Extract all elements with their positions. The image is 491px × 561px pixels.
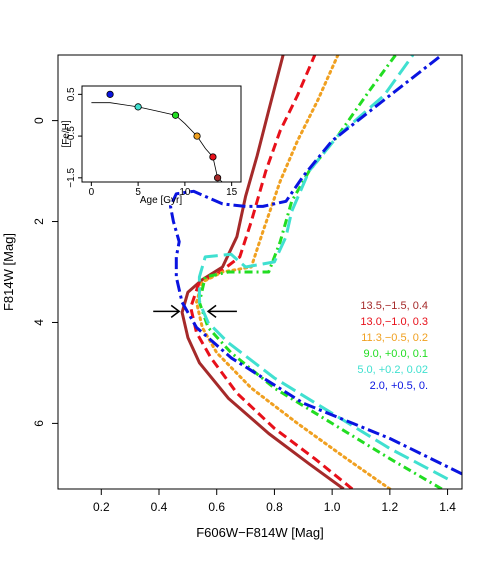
x-axis: 0.2 0.4 0.6 0.8 1.0 1.2 1.4 bbox=[93, 489, 456, 514]
x-tick-label: 1.4 bbox=[439, 500, 456, 514]
inset-y-tick-label: −1.5 bbox=[66, 168, 77, 188]
inset-y-axis-title: [Fe/H] bbox=[61, 120, 72, 147]
inset-point-3 bbox=[171, 111, 180, 119]
x-tick-label: 1.2 bbox=[382, 500, 399, 514]
legend-entry: 13.5,−1.5, 0.4 bbox=[360, 300, 428, 312]
main-plot-area: 0.2 0.4 0.6 0.8 1.0 1.2 1.4 0 2 4 6 F606W−F814W [… bbox=[1, 54, 463, 540]
series-line-1 bbox=[180, 55, 345, 489]
x-tick-label: 0.6 bbox=[208, 500, 225, 514]
y-tick-label: 6 bbox=[32, 420, 46, 427]
series-layer bbox=[169, 55, 462, 489]
series-line-6 bbox=[169, 55, 462, 476]
y-axis: 0 2 4 6 bbox=[32, 117, 58, 427]
inset-y-axis: 0.5 −0.5 −1.5 bbox=[66, 87, 82, 188]
inset-y-tick-label: −0.5 bbox=[66, 126, 77, 146]
x-tick-label: 1.0 bbox=[324, 500, 341, 514]
inset-frame bbox=[81, 85, 242, 183]
legend-entry: 2.0, +0.5, 0. bbox=[370, 380, 428, 392]
inset-x-tick-label: 10 bbox=[179, 187, 191, 198]
inset-series-layer bbox=[91, 90, 223, 182]
inset-x-tick-label: 15 bbox=[226, 187, 238, 198]
arrow-annotation-right bbox=[153, 304, 181, 318]
inset-curve bbox=[91, 102, 223, 182]
x-tick-label: 0.8 bbox=[266, 500, 283, 514]
inset-point-6 bbox=[214, 174, 222, 182]
legend: 13.5,−1.5, 0.4 13.0,−1.0, 0.3 11.3,−0.5, 0… bbox=[357, 300, 428, 392]
inset-point-5 bbox=[209, 153, 217, 161]
legend-entry: 13.0,−1.0, 0.3 bbox=[360, 316, 428, 328]
inset-point-1 bbox=[106, 90, 114, 98]
arrow-annotation-left bbox=[206, 304, 237, 318]
inset-x-tick-label: 5 bbox=[135, 187, 141, 198]
x-axis-title: F606W−F814W [Mag] bbox=[196, 525, 324, 540]
y-tick-label: 4 bbox=[32, 319, 46, 326]
main-plot-frame bbox=[57, 54, 463, 490]
inset-point-2 bbox=[134, 103, 142, 111]
inset-point-4 bbox=[193, 132, 201, 140]
inset-x-axis: 0 5 10 15 bbox=[89, 182, 238, 198]
inset-y-tick-label: 0.5 bbox=[66, 87, 77, 101]
y-tick-label: 2 bbox=[32, 218, 46, 225]
x-tick-label: 0.2 bbox=[93, 500, 110, 514]
legend-entry: 9.0, +0.0, 0.1 bbox=[363, 348, 428, 360]
arrow-layer bbox=[153, 304, 237, 318]
legend-entry: 11.3,−0.5, 0.2 bbox=[361, 332, 428, 344]
inset-x-axis-title: Age [Gyr] bbox=[140, 195, 182, 206]
series-line-2 bbox=[189, 55, 354, 489]
series-line-3 bbox=[195, 55, 392, 489]
inset-x-tick-label: 0 bbox=[89, 187, 95, 198]
inset-plot: 0 5 10 15 0.5 −0.5 −1.5 Age [Gyr] [Fe/H] bbox=[61, 85, 242, 206]
y-tick-label: 0 bbox=[32, 117, 46, 124]
legend-entry: 5.0, +0.2, 0.02 bbox=[357, 364, 428, 376]
y-axis-title: F814W [Mag] bbox=[1, 233, 16, 311]
x-tick-label: 0.4 bbox=[151, 500, 168, 514]
